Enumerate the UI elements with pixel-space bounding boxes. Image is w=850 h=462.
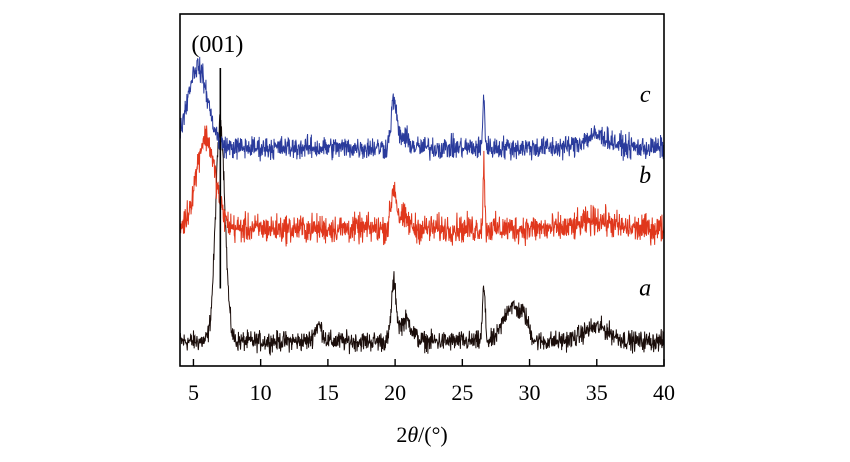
x-axis-label-suffix: /(°): [418, 422, 448, 447]
series-labels: a b c: [639, 82, 651, 302]
x-tick-label: 25: [451, 380, 473, 405]
x-axis-tick-labels: 5 10 15 20 25 30 35 40: [188, 380, 675, 405]
x-axis-label: 2θ/(°): [396, 422, 447, 447]
x-tick-label: 40: [653, 380, 675, 405]
series-line-b: [179, 125, 665, 247]
x-tick-label: 5: [188, 380, 199, 405]
x-axis-label-prefix: 2: [396, 422, 407, 447]
x-tick-label: 30: [519, 380, 541, 405]
x-axis-label-theta: θ: [407, 422, 418, 447]
series-label-a: a: [639, 276, 651, 302]
x-tick-label: 10: [250, 380, 272, 405]
x-axis-ticks: [192, 359, 665, 366]
series-line-c: [179, 56, 665, 162]
x-tick-label: 15: [317, 380, 339, 405]
series-label-c: c: [640, 82, 651, 108]
series-line-a: [179, 114, 665, 356]
series-layer: [179, 56, 665, 356]
x-tick-label: 20: [384, 380, 406, 405]
x-tick-label: 35: [586, 380, 608, 405]
peak-001-annotation: (001): [191, 32, 243, 58]
plot-frame: [179, 13, 665, 367]
series-label-b: b: [639, 163, 651, 189]
